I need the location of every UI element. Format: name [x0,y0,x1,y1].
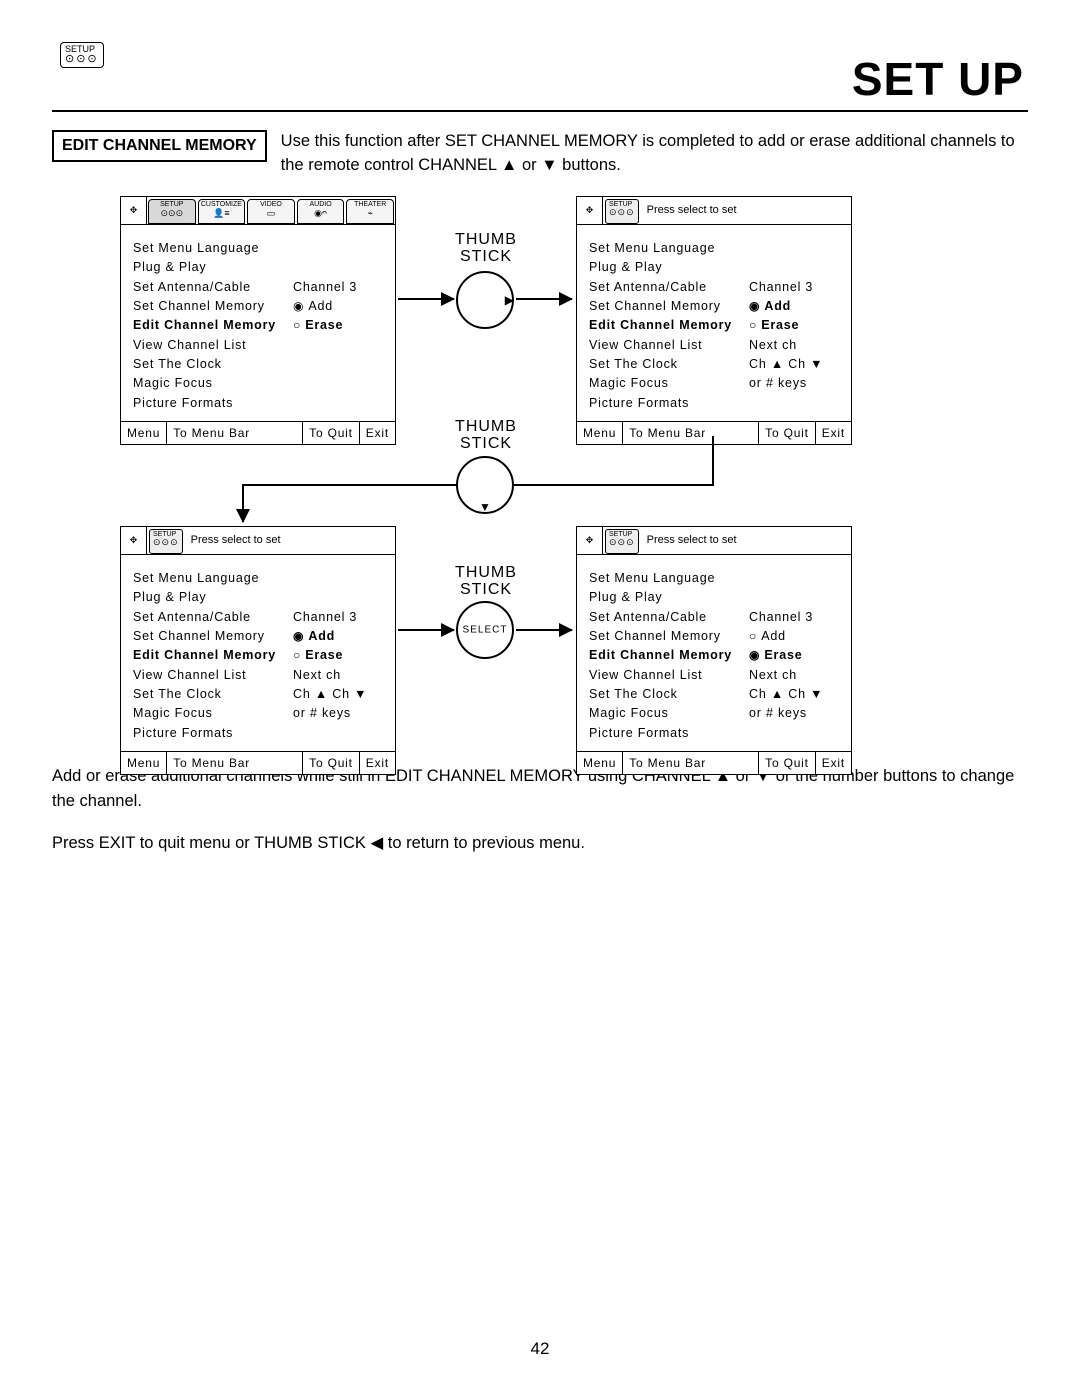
joystick-icon: ✥ [577,197,603,224]
flow-line [514,484,714,486]
tab-video: VIDEO▭ [247,199,295,224]
flow-line [712,436,714,484]
flow-line [242,484,456,486]
setup-mini-tab: SETUP⊙⊙⊙ [605,529,639,554]
menu-panel-a: ✥ SETUP⊙⊙⊙ CUSTOMIZE👤≡ VIDEO▭ AUDIO◉ᴖ TH… [120,196,396,445]
select-label: SELECT [463,624,508,635]
menu-panel-c: ✥ SETUP⊙⊙⊙ Press select to set Set Menu … [120,526,396,775]
thumb-stick-label-1: THUMB STICK [446,231,526,266]
intro-text: Use this function after SET CHANNEL MEMO… [281,130,1028,178]
mi-plug-play: Plug & Play [133,258,293,277]
tab-audio: AUDIO◉ᴖ [297,199,345,224]
menu-panel-b: ✥ SETUP⊙⊙⊙ Press select to set Set Menu … [576,196,852,445]
mi-set-antenna: Set Antenna/Cable [133,278,293,297]
title-divider [52,110,1028,112]
footer-exit: Exit [360,422,395,444]
mi-view-channel-list: View Channel List [133,336,293,355]
joystick-icon: ✥ [121,197,147,224]
setup-mini-tab: SETUP⊙⊙⊙ [605,199,639,224]
tab-setup: SETUP⊙⊙⊙ [148,199,196,224]
menu-panel-d: ✥ SETUP⊙⊙⊙ Press select to set Set Menu … [576,526,852,775]
tab-customize: CUSTOMIZE👤≡ [198,199,246,224]
mi-picture-formats: Picture Formats [133,394,293,413]
mi-set-the-clock: Set The Clock [133,355,293,374]
footer-menu: Menu [121,422,167,444]
badge-dots: ⊙⊙⊙ [65,54,99,65]
page-title: SET UP [52,52,1028,106]
arrow-select-to-d [516,629,572,631]
mi-edit-channel-memory: Edit Channel Memory [133,316,293,335]
setup-mini-tab: SETUP⊙⊙⊙ [149,529,183,554]
mi-magic-focus: Magic Focus [133,374,293,393]
page-number: 42 [0,1339,1080,1359]
mi-set-channel-memory: Set Channel Memory [133,297,293,316]
press-select-hint: Press select to set [641,197,851,224]
joystick-icon: ✥ [577,527,603,554]
section-label: EDIT CHANNEL MEMORY [52,130,267,162]
footer-tq: To Quit [303,422,360,444]
tab-theater: THEATER⌁ [346,199,394,224]
body-text-2: Press EXIT to quit menu or THUMB STICK ◀… [52,831,1028,856]
right-triangle-icon: ▶ [505,293,514,307]
thumb-stick-label-3: THUMB STICK [446,564,526,599]
thumb-stick-label-2: THUMB STICK [446,418,526,453]
thumb-stick-disc-1: ▶ [456,271,514,329]
thumb-stick-disc-select: SELECT [456,601,514,659]
flow-diagram: ✥ SETUP⊙⊙⊙ CUSTOMIZE👤≡ VIDEO▭ AUDIO◉ᴖ TH… [52,196,1028,756]
setup-header-badge: SETUP ⊙⊙⊙ [60,42,104,68]
mi-set-menu-language: Set Menu Language [133,239,293,258]
arrow-into-c [242,484,244,522]
thumb-stick-disc-2: ▼ [456,456,514,514]
arrow-c-to-select [398,629,454,631]
down-triangle-icon: ▼ [479,500,491,514]
arrow-a-to-disc [398,298,454,300]
arrow-disc-to-b [516,298,572,300]
joystick-icon: ✥ [121,527,147,554]
footer-tmb: To Menu Bar [167,422,303,444]
